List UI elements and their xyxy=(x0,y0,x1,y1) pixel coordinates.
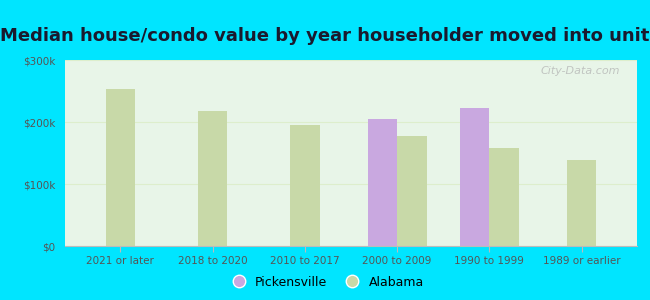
Text: City-Data.com: City-Data.com xyxy=(540,66,620,76)
Bar xyxy=(489,148,519,246)
Bar xyxy=(290,125,320,246)
Bar xyxy=(460,108,489,246)
Bar xyxy=(567,160,597,246)
Bar xyxy=(368,119,397,246)
Bar xyxy=(397,136,426,246)
Bar xyxy=(198,111,228,246)
Text: Median house/condo value by year householder moved into unit: Median house/condo value by year househo… xyxy=(0,27,650,45)
Legend: Pickensville, Alabama: Pickensville, Alabama xyxy=(221,271,429,294)
Bar xyxy=(105,89,135,246)
